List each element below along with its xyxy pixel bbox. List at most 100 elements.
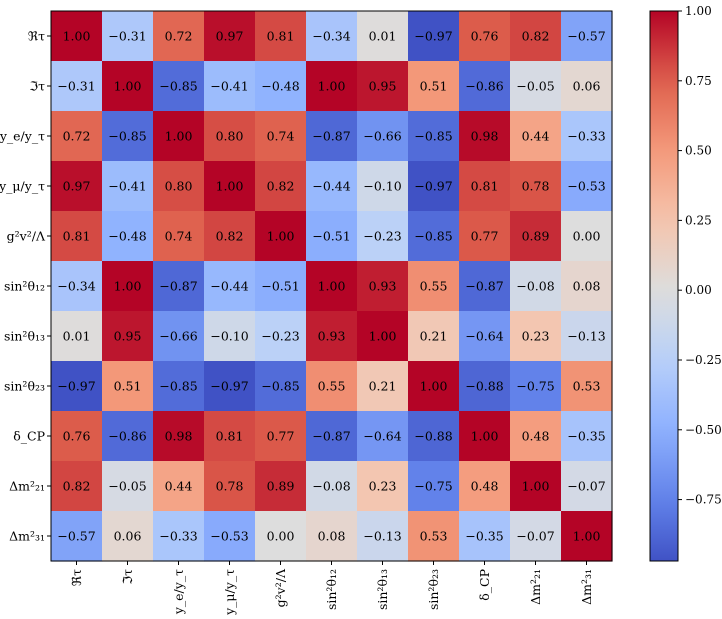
- heatmap-cell: [510, 111, 562, 162]
- heatmap-cell: [204, 361, 256, 412]
- cell-value-label: −0.51: [312, 229, 350, 244]
- cell-value-label: −0.75: [414, 479, 452, 494]
- heatmap-cell: [51, 411, 103, 462]
- heatmap-cell: [510, 511, 562, 562]
- heatmap-cell: [153, 511, 205, 562]
- cell-value-label: 0.74: [267, 129, 295, 144]
- heatmap-cell: [153, 161, 205, 212]
- heatmap-cells: 1.00 −0.31 0.72 0.97 0.81 −0.34 0.01 −0.97 0.76 0…: [51, 11, 613, 562]
- heatmap-cell: [561, 411, 613, 462]
- heatmap-cell: [306, 161, 358, 212]
- heatmap-cell: [204, 461, 256, 512]
- heatmap-cell: [204, 111, 256, 162]
- cell-value-label: 0.01: [63, 329, 91, 344]
- cell-value-label: −0.10: [363, 179, 401, 194]
- cell-value-label: 0.80: [165, 179, 193, 194]
- cell-value-label: 0.53: [573, 379, 601, 394]
- cell-value-label: 1.00: [522, 479, 550, 494]
- cell-value-label: 1.00: [420, 379, 448, 394]
- cell-value-label: −0.57: [57, 529, 95, 544]
- cell-value-label: 0.78: [522, 179, 550, 194]
- cell-value-label: −0.41: [210, 79, 248, 94]
- y-tick-label: δ_CP: [13, 429, 45, 444]
- heatmap-cell: [561, 261, 613, 312]
- heatmap-cell: [255, 11, 307, 62]
- heatmap-cell: [408, 261, 460, 312]
- cell-value-label: 1.00: [114, 79, 142, 94]
- y-tick-label: ℜτ: [28, 29, 45, 44]
- colorbar-tick-label: −0.50: [685, 423, 722, 437]
- heatmap-cell: [255, 361, 307, 412]
- cell-value-label: 1.00: [318, 279, 346, 294]
- cell-value-label: 1.00: [165, 129, 193, 144]
- cell-value-label: −0.97: [414, 179, 452, 194]
- y-tick-label: ℑτ: [29, 79, 45, 94]
- cell-value-label: −0.85: [261, 379, 299, 394]
- heatmap-cell: [204, 11, 256, 62]
- heatmap-cell: [459, 261, 511, 312]
- cell-value-label: −0.07: [567, 479, 605, 494]
- cell-value-label: −0.97: [414, 29, 452, 44]
- heatmap-cell: [459, 61, 511, 112]
- y-tick-label: g²v²/Λ: [7, 229, 46, 244]
- cell-value-label: −0.35: [465, 529, 503, 544]
- heatmap-cell: [153, 411, 205, 462]
- cell-value-label: 0.72: [63, 129, 91, 144]
- colorbar-gradient: [649, 10, 679, 562]
- cell-value-label: 0.93: [318, 329, 346, 344]
- cell-value-label: 0.06: [114, 529, 142, 544]
- heatmap-cell: [306, 61, 358, 112]
- cell-value-label: 0.08: [573, 279, 601, 294]
- cell-value-label: −0.87: [465, 279, 503, 294]
- cell-value-label: 0.55: [318, 379, 346, 394]
- heatmap-cell: [51, 61, 103, 112]
- cell-value-label: 0.76: [63, 429, 91, 444]
- heatmap-cell: [408, 361, 460, 412]
- cell-value-label: −0.44: [210, 279, 248, 294]
- heatmap-cell: [51, 461, 103, 512]
- x-tick-label: y_e/y_τ: [171, 569, 186, 615]
- cell-value-label: −0.64: [465, 329, 503, 344]
- heatmap-cell: [561, 461, 613, 512]
- heatmap-cell: [510, 11, 562, 62]
- cell-value-label: 0.81: [63, 229, 91, 244]
- cell-value-label: 0.72: [165, 29, 193, 44]
- heatmap-cell: [306, 461, 358, 512]
- heatmap-cell: [204, 311, 256, 362]
- heatmap-cell: [357, 211, 409, 262]
- heatmap-cell: [459, 311, 511, 362]
- cell-value-label: −0.13: [567, 329, 605, 344]
- cell-value-label: 1.00: [267, 229, 295, 244]
- heatmap-cell: [153, 61, 205, 112]
- heatmap-cell: [51, 311, 103, 362]
- cell-value-label: −0.05: [516, 79, 554, 94]
- heatmap-cell: [102, 211, 154, 262]
- heatmap-cell: [153, 261, 205, 312]
- cell-value-label: −0.34: [57, 279, 95, 294]
- heatmap-cell: [357, 11, 409, 62]
- y-tick-label: y_e/y_τ: [0, 129, 45, 144]
- heatmap-cell: [357, 261, 409, 312]
- cell-value-label: −0.75: [516, 379, 554, 394]
- cell-value-label: −0.48: [108, 229, 146, 244]
- cell-value-label: −0.87: [159, 279, 197, 294]
- cell-value-label: −0.44: [312, 179, 350, 194]
- cell-value-label: −0.57: [567, 29, 605, 44]
- cell-value-label: −0.64: [363, 429, 401, 444]
- heatmap-cell: [459, 11, 511, 62]
- heatmap-cell: [204, 61, 256, 112]
- cell-value-label: −0.33: [567, 129, 605, 144]
- cell-value-label: −0.34: [312, 29, 350, 44]
- cell-value-label: 0.21: [369, 379, 397, 394]
- heatmap-cell: [51, 511, 103, 562]
- colorbar-tick-label: 0.00: [685, 283, 712, 297]
- heatmap-cell: [51, 211, 103, 262]
- y-tick-label: sin²θ₂₃: [4, 379, 45, 394]
- heatmap-cell: [510, 61, 562, 112]
- colorbar-tick-label: −0.25: [685, 353, 722, 367]
- heatmap-cell: [408, 111, 460, 162]
- heatmap-cell: [204, 211, 256, 262]
- cell-value-label: −0.53: [210, 529, 248, 544]
- heatmap-cell: [255, 411, 307, 462]
- cell-value-label: 0.97: [63, 179, 91, 194]
